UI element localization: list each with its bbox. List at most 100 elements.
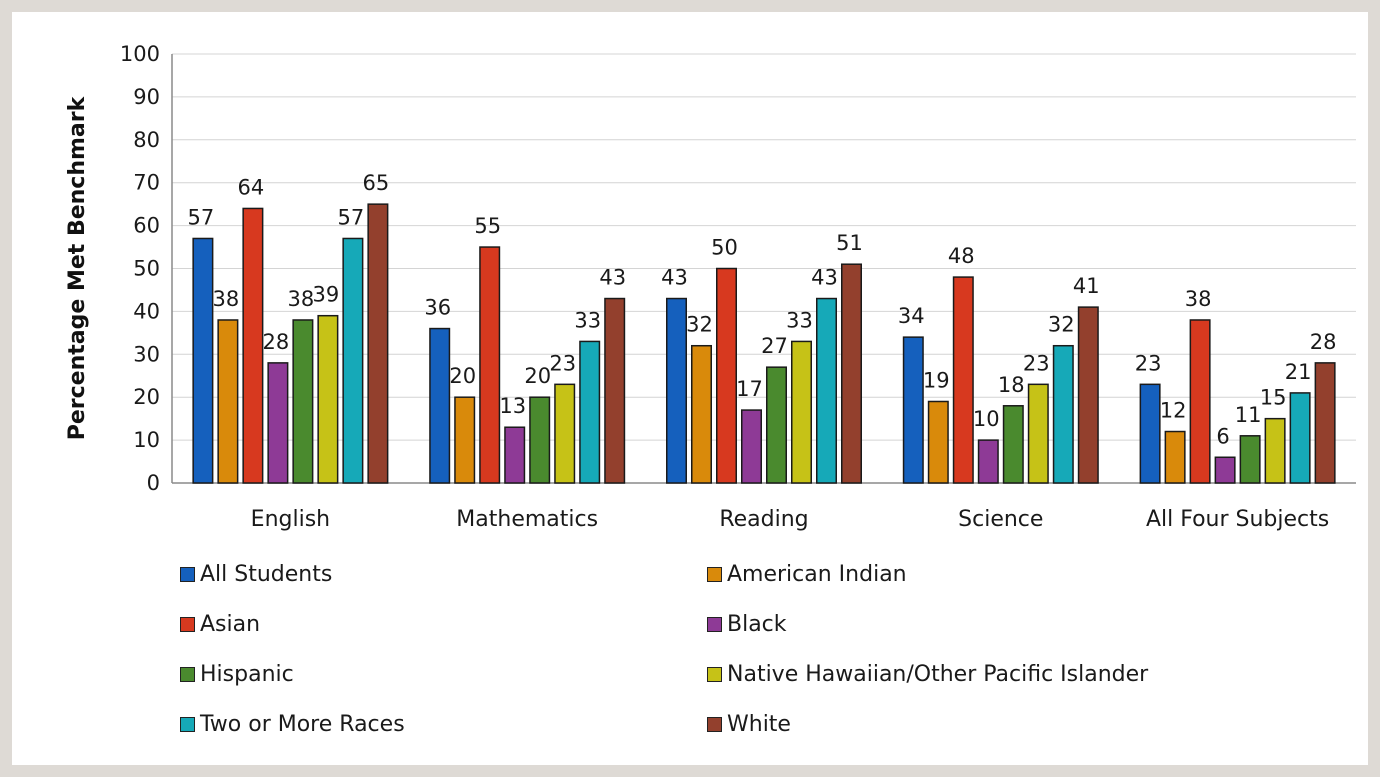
legend-item: All Students	[180, 562, 332, 587]
y-axis-ticks: 0 10 20 30 40 50 60 70 80 90 100	[120, 42, 160, 495]
y-tick-label: 60	[133, 214, 160, 238]
data-label: 39	[313, 283, 340, 307]
y-tick-label: 20	[133, 385, 160, 409]
data-label: 38	[288, 287, 315, 311]
legend-label: Asian	[200, 612, 261, 637]
data-label: 20	[524, 364, 551, 388]
y-tick-label: 0	[147, 471, 160, 495]
data-label: 32	[1048, 313, 1075, 337]
data-label: 33	[786, 308, 813, 332]
data-label: 57	[338, 205, 365, 229]
bar-black-mathematics	[504, 426, 526, 484]
bar-american-indian-english	[217, 319, 239, 484]
legend-item: American Indian	[707, 562, 907, 587]
bar-white-science	[1077, 306, 1099, 484]
bar-asian-english	[242, 207, 264, 484]
legend-label: Hispanic	[200, 662, 294, 687]
data-label: 50	[711, 236, 738, 260]
bar-hispanic-mathematics	[529, 396, 551, 484]
bar-white-mathematics	[604, 297, 626, 484]
legend-label: White	[727, 712, 791, 737]
data-label: 55	[474, 214, 501, 238]
bar-all-students-mathematics	[429, 327, 451, 484]
bar-american-indian-science	[927, 400, 949, 484]
bar-black-science	[977, 439, 999, 484]
bar-white-all-four-subjects	[1314, 362, 1336, 484]
data-label: 27	[761, 334, 788, 358]
data-label: 13	[499, 394, 526, 418]
y-tick-label: 30	[133, 342, 160, 366]
legend-item: Two or More Races	[180, 712, 405, 737]
data-label: 28	[263, 330, 290, 354]
bar-white-reading	[841, 263, 862, 484]
y-tick-label: 100	[120, 42, 160, 66]
data-label: 43	[599, 266, 626, 290]
legend-item: Hispanic	[180, 662, 294, 687]
bar-native-hawaiian-other-pacific-islander-reading	[791, 340, 812, 484]
bar-hispanic-reading	[766, 366, 787, 484]
legend-item: Asian	[180, 612, 260, 637]
bar-native-hawaiian-other-pacific-islander-english	[317, 314, 339, 484]
bar-all-students-reading	[666, 297, 687, 484]
data-label: 51	[836, 231, 863, 255]
bar-native-hawaiian-other-pacific-islander-science	[1027, 383, 1049, 484]
legend-swatch	[707, 567, 722, 582]
data-label: 10	[973, 407, 1000, 431]
bar-american-indian-all-four-subjects	[1164, 430, 1186, 484]
bar-native-hawaiian-other-pacific-islander-all-four-subjects	[1264, 417, 1286, 484]
data-label: 48	[948, 244, 975, 268]
y-tick-label: 80	[133, 128, 160, 152]
data-label: 6	[1216, 424, 1229, 448]
data-label: 11	[1235, 403, 1262, 427]
bar-black-all-four-subjects	[1214, 456, 1236, 484]
bar-black-reading	[741, 409, 762, 484]
legend-swatch	[707, 717, 722, 732]
data-label: 12	[1160, 399, 1187, 423]
category-label: English	[251, 507, 330, 532]
data-label: 65	[363, 171, 390, 195]
category-label: All Four Subjects	[1146, 507, 1329, 532]
data-label: 38	[213, 287, 240, 311]
data-label: 64	[238, 175, 265, 199]
data-label: 23	[549, 351, 576, 375]
bar-white-english	[367, 203, 389, 484]
legend-item: Black	[707, 612, 787, 637]
y-tick-label: 90	[133, 85, 160, 109]
data-label: 15	[1260, 386, 1287, 410]
bar-two-or-more-races-english	[342, 237, 364, 484]
bar-hispanic-all-four-subjects	[1239, 435, 1261, 484]
bar-two-or-more-races-mathematics	[579, 340, 601, 484]
y-tick-label: 50	[133, 257, 160, 281]
category-label: Science	[958, 507, 1043, 532]
y-axis-title: Percentage Met Benchmark	[65, 95, 90, 440]
legend-swatch	[180, 567, 195, 582]
bar-american-indian-reading	[691, 344, 712, 484]
data-label: 20	[449, 364, 476, 388]
data-label: 34	[898, 304, 925, 328]
legend-swatch	[180, 667, 195, 682]
legend-label: All Students	[200, 562, 333, 587]
bar-native-hawaiian-other-pacific-islander-mathematics	[554, 383, 576, 484]
legend-label: Black	[727, 612, 787, 637]
category-labels: English Mathematics Reading Science All Four…	[251, 507, 1330, 532]
bar-hispanic-science	[1002, 405, 1024, 484]
data-label: 17	[736, 377, 763, 401]
data-label: 38	[1185, 287, 1212, 311]
legend-swatch	[707, 667, 722, 682]
bar-asian-science	[952, 276, 974, 484]
legend-swatch	[707, 617, 722, 632]
data-label: 21	[1285, 360, 1312, 384]
data-label: 43	[811, 266, 838, 290]
data-label: 57	[188, 205, 215, 229]
bars	[192, 203, 1336, 484]
data-label: 23	[1023, 351, 1050, 375]
y-tick-label: 10	[133, 428, 160, 452]
bar-all-students-science	[902, 336, 924, 484]
data-label: 36	[424, 296, 451, 320]
data-label: 18	[998, 373, 1025, 397]
bar-black-english	[267, 362, 289, 484]
data-label: 41	[1073, 274, 1100, 298]
legend-item: Native Hawaiian/Other Pacific Islander	[707, 662, 1148, 687]
y-tick-label: 40	[133, 299, 160, 323]
